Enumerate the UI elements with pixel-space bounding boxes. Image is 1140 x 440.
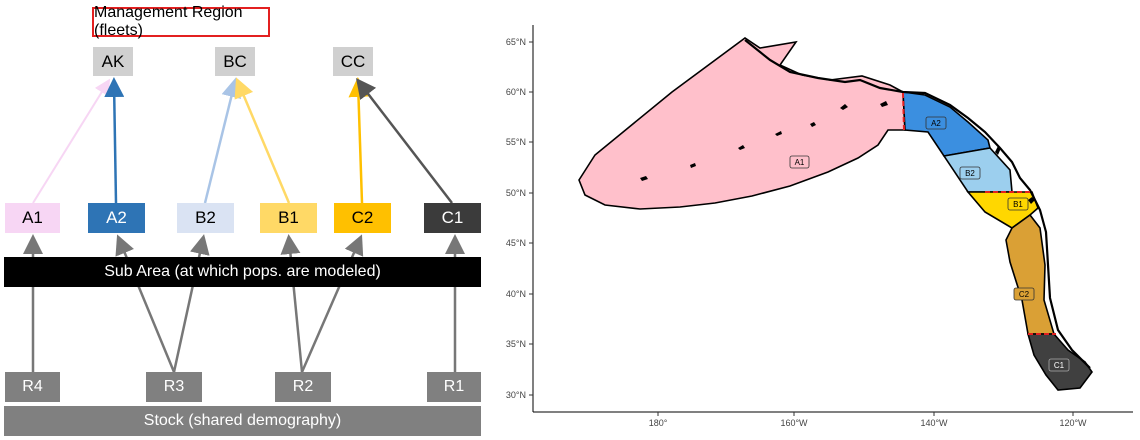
x-tick-label: 160°W [780,418,808,428]
arrow-a1-ak [32,78,111,204]
coastline [744,39,1091,369]
subarea-a2: A2 [88,203,145,233]
recruit-r2: R2 [275,372,331,402]
arrow-a2-ak [104,77,125,204]
zone-label-box-a1 [789,155,810,169]
subarea-b1: B1 [260,203,317,233]
y-tick-label: 65°N [506,37,526,47]
zone-label-b2: B2 [965,169,975,178]
zone-a2 [902,91,991,157]
x-tick-label: 120°W [1059,418,1087,428]
subarea-b2: B2 [177,203,234,233]
region-cc: CC [333,47,373,76]
y-tick-label: 40°N [506,289,526,299]
x-ticks [657,412,1074,416]
region-bc: BC [215,47,255,76]
recruit-r1: R1 [427,372,481,402]
x-tick-label: 180° [649,418,668,428]
zone-label-a1: A1 [795,158,805,167]
zone-label-c2: C2 [1019,290,1030,299]
recruit-r4: R4 [5,372,60,402]
y-tick-label: 60°N [506,87,526,97]
zone-a1 [578,37,906,210]
x-tick-label: 140°W [920,418,948,428]
stock-bar: Stock (shared demography) [4,406,481,436]
zone-label-box-c2 [1013,287,1035,301]
zone-label-box-c1 [1048,358,1070,372]
arrow-b2-bc [203,77,242,204]
zone-label-box-a2 [925,116,947,130]
y-tick-label: 55°N [506,137,526,147]
y-tick-label: 35°N [506,339,526,349]
boundary-a1-a2 [902,92,905,131]
zone-label-box-b2 [959,166,981,180]
y-tick-label: 45°N [506,238,526,248]
zone-label-a2: A2 [931,119,941,128]
arrow-c2-cc [348,77,369,204]
zone-label-c1: C1 [1054,361,1065,370]
recruit-r3: R3 [146,372,202,402]
region-ak: AK [93,47,133,76]
arrow-c1-cc [355,78,453,204]
subarea-c1: C1 [424,203,481,233]
subarea-c2: C2 [334,203,391,233]
zone-label-box-b1 [1007,197,1029,211]
y-tick-label: 50°N [506,188,526,198]
y-tick-label: 30°N [506,390,526,400]
subarea-a1: A1 [5,203,60,233]
arrow-b1-bc [234,77,291,204]
management-region-title: Management Region (fleets) [92,4,270,39]
subarea-bar: Sub Area (at which pops. are modeled) [4,257,481,287]
y-ticks [529,41,533,396]
zone-label-b1: B1 [1013,200,1023,209]
